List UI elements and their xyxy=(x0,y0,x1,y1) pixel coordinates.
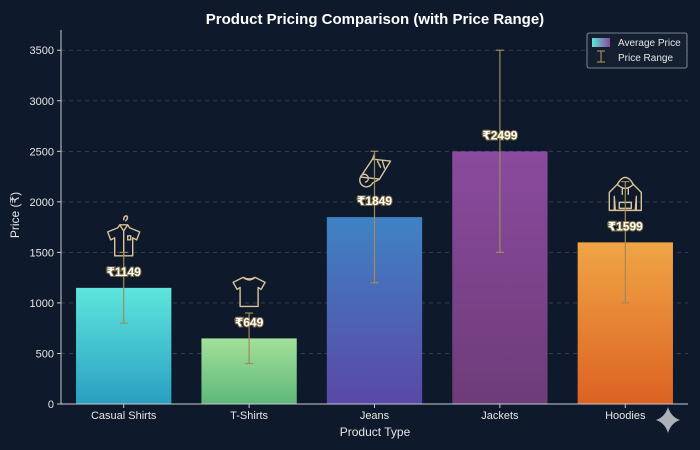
data-labels: ₹1149 ₹649 ₹1849 ₹2499 ₹1599 xyxy=(106,127,645,330)
data-label: ₹649 xyxy=(235,315,264,329)
error-bar xyxy=(495,49,504,253)
error-bar xyxy=(370,150,379,284)
legend-swatch-average xyxy=(592,38,610,47)
shirt-icon xyxy=(106,215,141,257)
y-tick-label: 0 xyxy=(48,399,54,411)
data-label: ₹2499 xyxy=(482,128,517,142)
x-tick-label: T-Shirts xyxy=(230,410,268,422)
y-tick-label: 1500 xyxy=(30,247,54,259)
legend: Average Price Price Range xyxy=(586,32,688,69)
data-label: ₹1149 xyxy=(107,265,142,279)
error-bar xyxy=(245,312,254,365)
error-bar xyxy=(621,181,630,304)
tshirt-icon xyxy=(232,276,266,308)
y-tick-label: 3000 xyxy=(30,96,54,108)
legend-item-average-price: Average Price xyxy=(618,38,681,49)
y-tick-label: 2000 xyxy=(30,197,54,209)
chart-title: Product Pricing Comparison (with Price R… xyxy=(206,11,544,28)
x-tick-label: Jeans xyxy=(360,410,390,422)
x-tick-label: Jackets xyxy=(481,410,519,422)
x-tick-label: Casual Shirts xyxy=(91,410,157,422)
y-axis-label: Price (₹) xyxy=(8,192,22,238)
error-bar xyxy=(119,251,128,324)
jeans-icon xyxy=(359,153,392,188)
y-tick-label: 2500 xyxy=(30,146,54,158)
data-label: ₹1599 xyxy=(608,219,643,233)
sparkle-icon xyxy=(656,407,680,433)
y-tick-label: 1000 xyxy=(30,298,54,310)
y-tick-label: 500 xyxy=(36,348,54,360)
axes: 0 500 1000 1500 2000 2500 3000 3500 Casual Shirt… xyxy=(30,30,688,422)
legend-item-price-range: Price Range xyxy=(618,53,673,64)
legend-swatch-range xyxy=(597,50,605,63)
error-bars xyxy=(119,49,630,365)
x-tick-label: Hoodies xyxy=(605,410,646,422)
y-tick-label: 3500 xyxy=(30,45,54,57)
x-axis-label: Product Type xyxy=(340,425,411,439)
data-label: ₹1849 xyxy=(357,194,392,208)
